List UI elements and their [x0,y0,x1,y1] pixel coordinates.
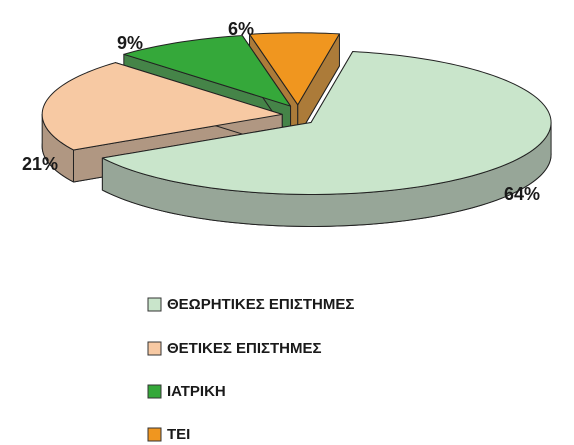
legend-swatch [147,427,162,442]
slice-top [41,62,283,151]
data-label: 64% [504,184,540,204]
legend-label: ΘΕΤΙΚΕΣ ΕΠΙΣΤΗΜΕΣ [167,340,322,357]
slice-top [101,51,552,195]
legend-swatch [147,384,162,399]
slice-top [249,32,340,106]
legend-swatch [147,341,162,356]
legend-label: ΤΕΙ [167,426,190,443]
legend-label: ΙΑΤΡΙΚΗ [167,383,226,400]
slice [101,51,552,227]
legend-swatch [147,297,162,312]
data-label: 21% [22,154,58,174]
data-label: 6% [228,19,254,39]
slice-top [123,35,292,107]
data-label: 9% [117,33,143,53]
legend-label: ΘΕΩΡΗΤΙΚΕΣ ΕΠΙΣΤΗΜΕΣ [167,296,354,313]
